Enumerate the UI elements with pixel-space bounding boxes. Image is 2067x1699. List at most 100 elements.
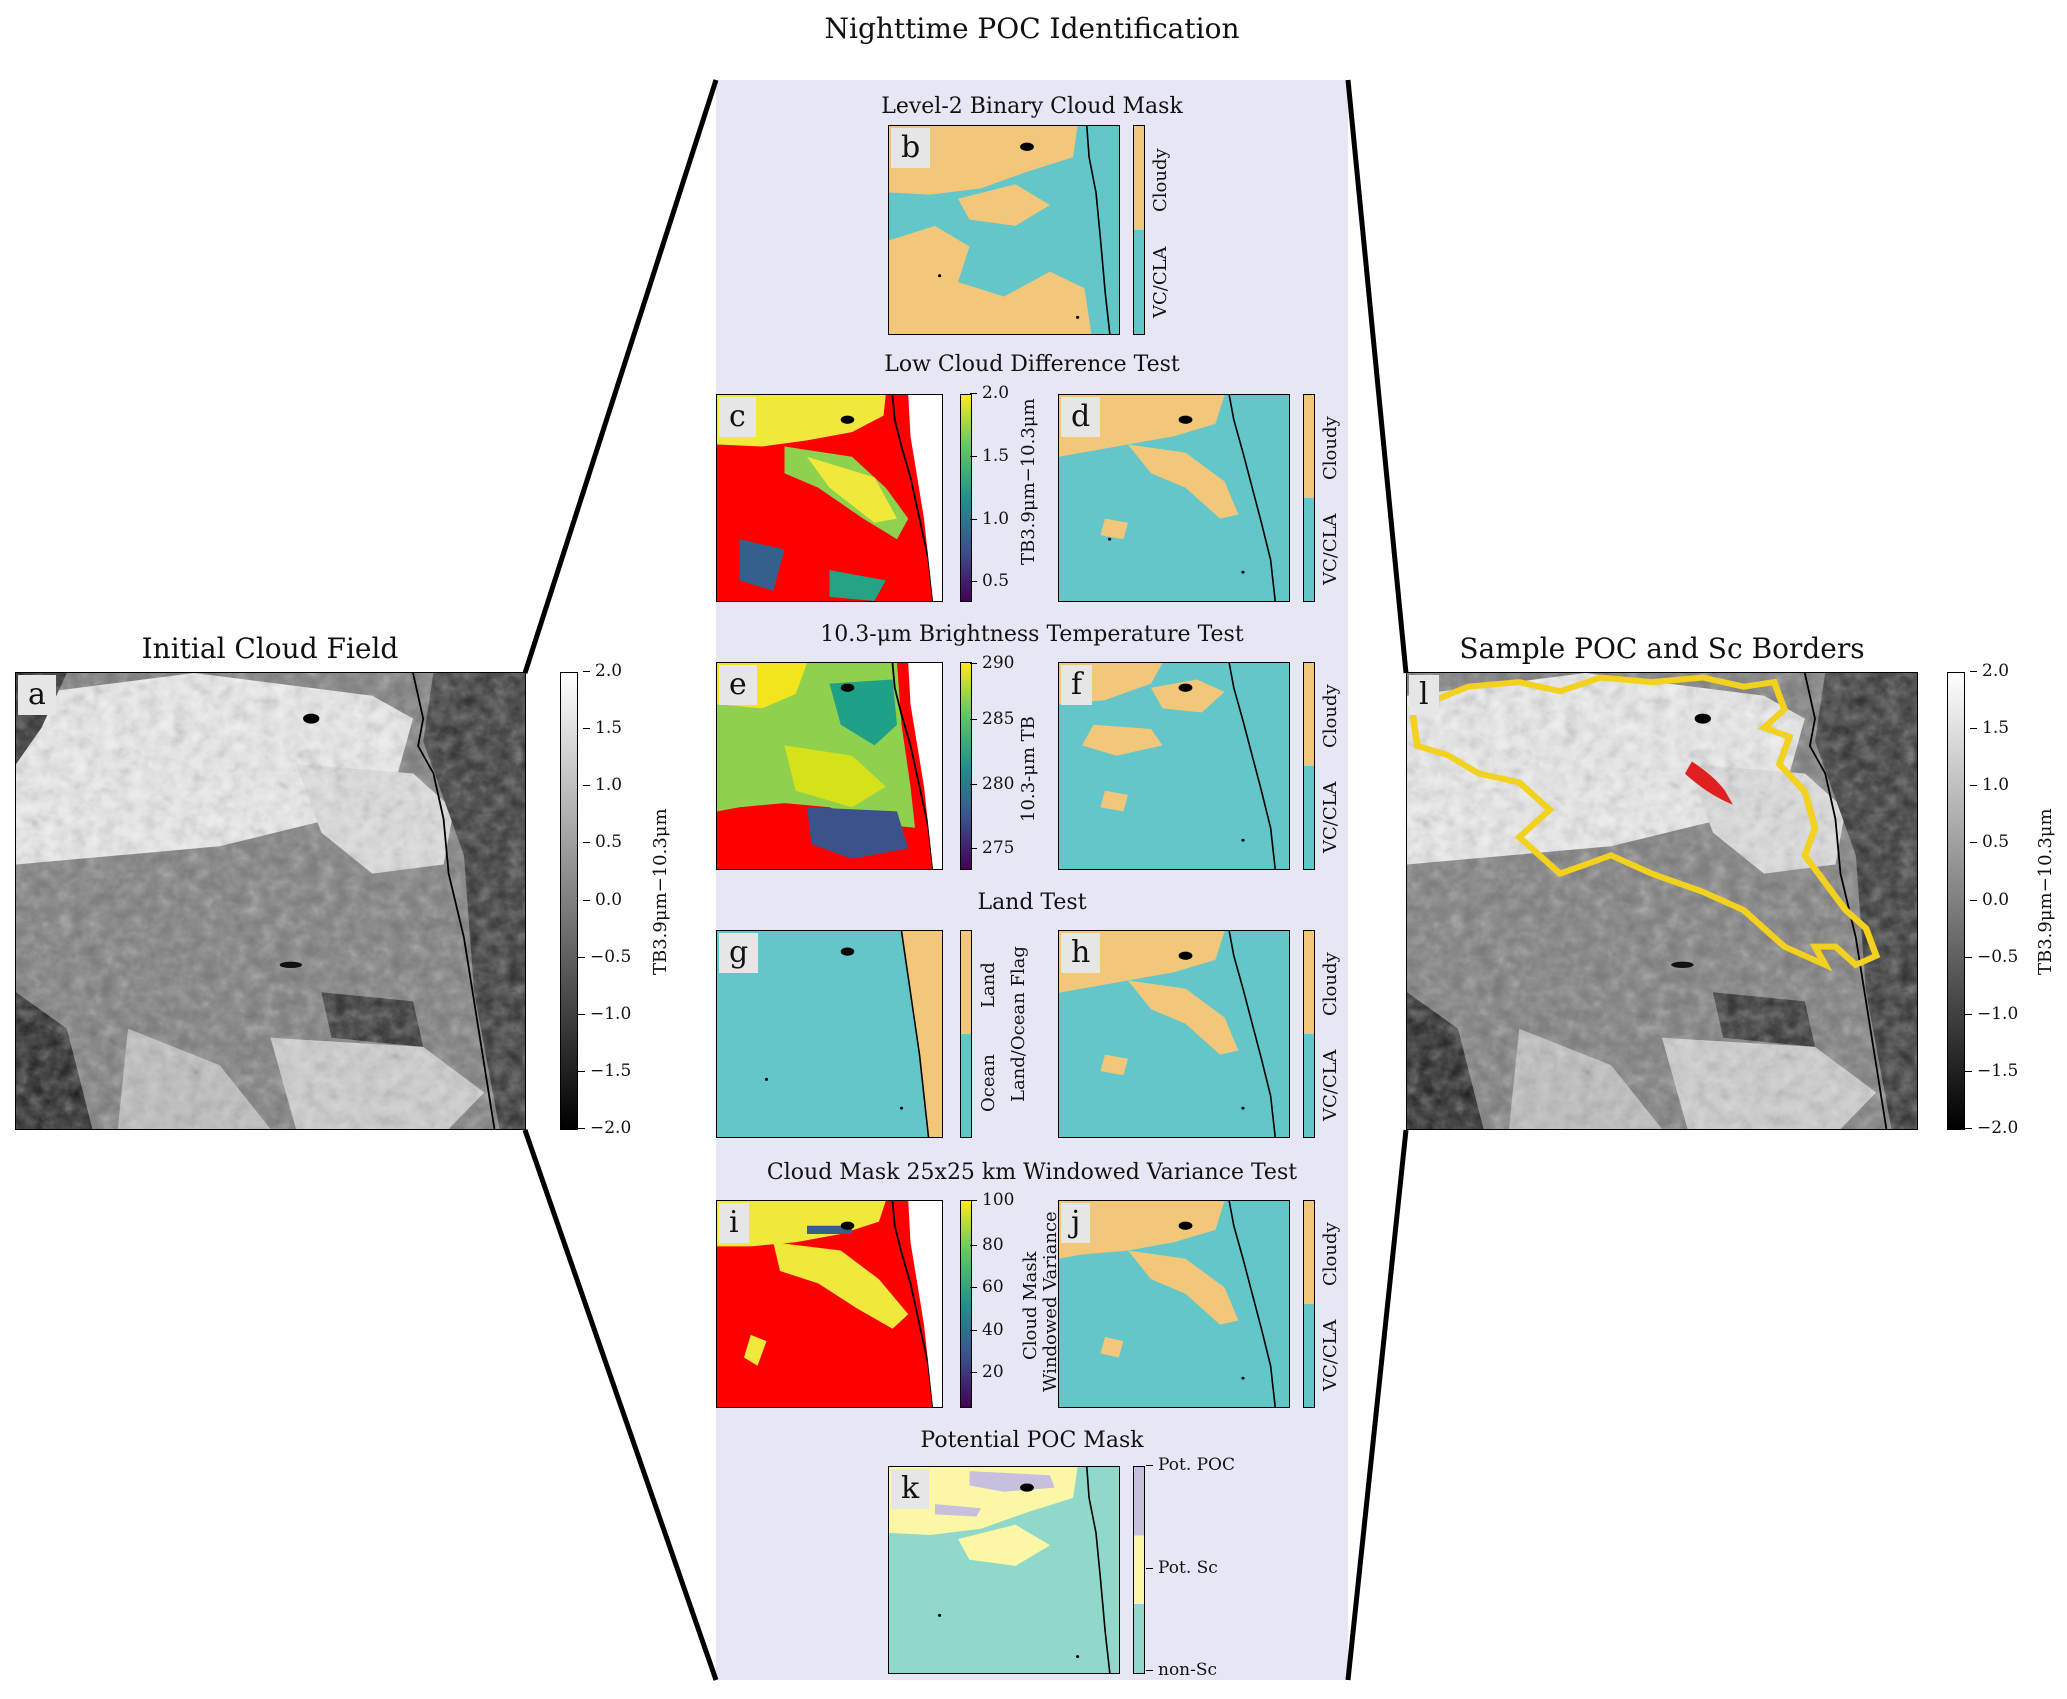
- colorbar-tick: 0.0: [582, 890, 623, 910]
- colorbar-tick: Pot. Sc: [1146, 1558, 1218, 1578]
- panel-j-binary-result: j: [1058, 1200, 1290, 1408]
- section-title-cloud-mask: Level-2 Binary Cloud Mask: [881, 94, 1183, 119]
- colorbar-gray-left: [560, 672, 578, 1130]
- colorbar-label: 10.3-μm TB: [1018, 716, 1039, 822]
- colorbar-label-cloudy: Cloudy: [1320, 952, 1341, 1016]
- left-panel-title: Initial Cloud Field: [141, 632, 399, 665]
- colorbar-tick: 1.5: [582, 718, 623, 738]
- binary-mask-image: [1059, 931, 1277, 1137]
- colorbar-tick: Pot. POC: [1145, 1455, 1236, 1475]
- panel-label-j: j: [1061, 1203, 1091, 1243]
- colorbar-tick: 290: [969, 653, 1015, 673]
- connector-left-bottom: [522, 1129, 719, 1681]
- colorbar-tick: 1.5: [1969, 718, 2010, 738]
- panel-label-f: f: [1061, 665, 1093, 705]
- panel-a-initial-cloud-field: a: [15, 672, 526, 1130]
- grayscale-cloud-image-with-borders: [1407, 673, 1917, 1129]
- colorbar-tick: 285: [969, 709, 1015, 729]
- colorbar-tick: 0.0: [1969, 890, 2010, 910]
- panel-label-l: l: [1409, 675, 1439, 715]
- colorbar-tick: 1.0: [1969, 775, 2010, 795]
- colorbar-tick: −2.0: [1964, 1118, 2019, 1138]
- panel-label-i: i: [719, 1203, 749, 1243]
- panel-g-land-test: g: [716, 930, 943, 1138]
- colorbar-binary: [1303, 930, 1315, 1138]
- panel-c-difference-test: c: [716, 394, 943, 602]
- panel-d-binary-result: d: [1058, 394, 1290, 602]
- colorbar-tick: 275: [969, 838, 1015, 858]
- panel-b-binary-cloud-mask: b: [888, 125, 1120, 335]
- colorbar-tick: −1.5: [1964, 1061, 2019, 1081]
- colorbar-tick: 0.5: [969, 571, 1010, 591]
- panel-i-variance-test: i: [716, 1200, 943, 1408]
- panel-l-poc-sc-borders: l: [1406, 672, 1918, 1130]
- colorbar-label-clear: VC/CLA: [1320, 1049, 1341, 1121]
- colorbar-label-clear: VC/CLA: [1150, 246, 1171, 318]
- right-panel-title: Sample POC and Sc Borders: [1459, 632, 1865, 665]
- sc-border: [1408, 674, 1881, 972]
- section-title-land-test: Land Test: [977, 890, 1087, 915]
- colorbar-tick: 0.5: [1969, 832, 2010, 852]
- colorbar-label: TB3.9μm−10.3μm: [1018, 398, 1039, 565]
- colorbar-viridis-temp: [960, 662, 972, 870]
- colorbar-tick: 280: [969, 774, 1015, 794]
- colorbar-label-clear: VC/CLA: [1320, 513, 1341, 585]
- binary-mask-image: [889, 126, 1119, 334]
- colorbar-tick: 20: [970, 1362, 1004, 1382]
- colorbar-viridis-var: [960, 1200, 972, 1408]
- colorbar-tick: −0.5: [577, 947, 632, 967]
- colorbar-label-clear: VC/CLA: [1320, 781, 1341, 853]
- colorbar-tick: −1.5: [577, 1061, 632, 1081]
- panel-label-k: k: [891, 1469, 930, 1509]
- colorbar-binary: [1303, 662, 1315, 870]
- panel-label-c: c: [719, 397, 756, 437]
- colorbar-binary: [1133, 125, 1145, 335]
- section-title-variance-test: Cloud Mask 25x25 km Windowed Variance Te…: [766, 1160, 1298, 1185]
- section-title-poc-mask: Potential POC Mask: [920, 1428, 1144, 1453]
- colorbar-land: [960, 930, 972, 1138]
- binary-mask-image: [1059, 395, 1277, 601]
- grayscale-cloud-image: [16, 673, 525, 1129]
- poc-border: [1685, 761, 1733, 805]
- colorbar-label-ocean: Ocean: [978, 1054, 999, 1112]
- binary-mask-image: [1059, 663, 1277, 869]
- difference-test-image: [717, 395, 942, 601]
- panel-label-d: d: [1061, 397, 1101, 437]
- colorbar-label-land: Land: [978, 962, 999, 1008]
- colorbar-tick: 60: [970, 1277, 1004, 1297]
- colorbar-tick: 1.0: [969, 509, 1010, 529]
- colorbar-binary: [1303, 1200, 1315, 1408]
- colorbar-tick: −2.0: [577, 1118, 632, 1138]
- panel-k-potential-poc-mask: k: [888, 1466, 1120, 1674]
- panel-label-a: a: [18, 675, 56, 715]
- connector-right-top: [1345, 79, 1409, 674]
- colorbar-tick: 40: [970, 1320, 1004, 1340]
- colorbar-label: TB3.9μm−10.3μm: [2035, 808, 2056, 975]
- colorbar-tick: 100: [969, 1190, 1015, 1210]
- colorbar-label: TB3.9μm−10.3μm: [650, 808, 671, 975]
- colorbar-tick: −1.0: [1964, 1004, 2019, 1024]
- panel-e-temperature-test: e: [716, 662, 943, 870]
- colorbar-poc: [1133, 1466, 1145, 1674]
- panel-f-binary-result: f: [1058, 662, 1290, 870]
- colorbar-tick: 2.0: [969, 383, 1010, 403]
- section-title-low-cloud-diff: Low Cloud Difference Test: [884, 352, 1180, 377]
- colorbar-label-line1: Cloud Mask: [1020, 1251, 1041, 1360]
- land-mask-image: [764, 931, 942, 1137]
- center-panel-background: [716, 80, 1348, 1680]
- colorbar-tick: 1.5: [969, 446, 1010, 466]
- panel-label-g: g: [719, 933, 759, 973]
- colorbar-tick: −1.0: [577, 1004, 632, 1024]
- section-title-bt-test: 10.3-μm Brightness Temperature Test: [820, 622, 1244, 647]
- colorbar-gray-right: [1947, 672, 1965, 1130]
- figure-title: Nighttime POC Identification: [824, 12, 1240, 45]
- colorbar-binary: [1303, 394, 1315, 602]
- colorbar-tick: 80: [970, 1235, 1004, 1255]
- panel-label-h: h: [1061, 933, 1101, 973]
- colorbar-label-cloudy: Cloudy: [1320, 416, 1341, 480]
- colorbar-label-cloudy: Cloudy: [1150, 148, 1171, 212]
- panel-label-e: e: [719, 665, 757, 705]
- temperature-test-image: [717, 663, 942, 869]
- panel-h-binary-result: h: [1058, 930, 1290, 1138]
